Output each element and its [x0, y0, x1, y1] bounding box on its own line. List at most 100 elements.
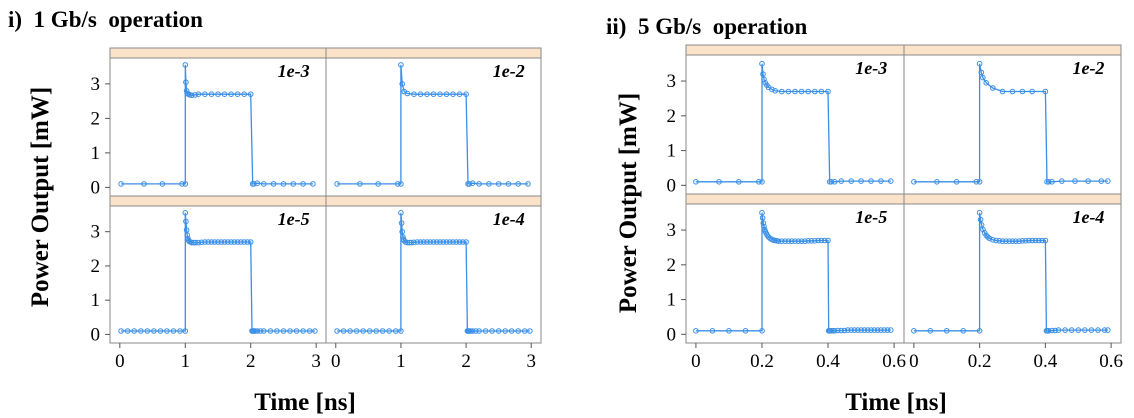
data-point — [911, 179, 917, 185]
data-point — [973, 179, 980, 185]
data-point — [408, 239, 415, 246]
x-tick-label: 1 — [396, 351, 406, 372]
x-tick-label: 0 — [115, 351, 125, 372]
data-point — [525, 181, 531, 187]
facet-label: 1e-3 — [278, 61, 310, 81]
data-point — [151, 328, 157, 334]
data-point — [1095, 327, 1101, 333]
data-point — [911, 328, 917, 334]
data-point — [177, 328, 183, 334]
data-point — [855, 327, 861, 333]
data-point — [164, 328, 170, 334]
data-point — [1062, 327, 1068, 333]
data-point — [287, 328, 293, 334]
data-point — [851, 327, 858, 333]
facet-strip — [109, 195, 327, 207]
data-point — [182, 328, 189, 334]
data-point — [1032, 237, 1039, 244]
data-point — [170, 328, 177, 334]
data-point — [1088, 327, 1095, 333]
data-point — [508, 328, 515, 334]
data-point — [414, 239, 421, 245]
data-point — [1019, 88, 1026, 95]
data-point — [1029, 88, 1035, 95]
data-point — [775, 238, 782, 244]
x-tick-label: 0.2 — [750, 351, 774, 372]
y-tick-label: 0 — [91, 324, 101, 345]
chart-1gbps: i) 1 Gb/s operation Power Output [mW] Ti… — [8, 7, 542, 416]
data-point — [466, 181, 473, 187]
data-point — [838, 178, 845, 184]
data-point — [1013, 238, 1019, 244]
data-point — [1042, 237, 1049, 244]
data-point — [340, 328, 347, 334]
data-point — [274, 328, 280, 334]
data-point — [189, 92, 195, 99]
facet-strip — [685, 44, 905, 56]
data-point — [888, 178, 894, 184]
data-point — [144, 328, 151, 334]
data-point — [360, 328, 366, 334]
data-point — [184, 232, 190, 238]
data-point — [254, 180, 261, 186]
data-point — [848, 327, 855, 333]
data-point — [211, 239, 218, 245]
data-point — [463, 91, 469, 97]
data-point — [443, 239, 450, 245]
data-point — [218, 239, 225, 245]
data-point — [999, 238, 1006, 244]
data-point — [953, 179, 960, 185]
data-point — [183, 218, 189, 225]
data-point — [404, 90, 411, 97]
data-point — [270, 181, 277, 187]
data-point — [828, 328, 835, 334]
data-point — [215, 239, 221, 245]
data-point — [976, 209, 983, 216]
facet-1e-3: 1e-3 0 1 2 3 — [91, 47, 327, 198]
data-point — [334, 181, 340, 187]
facet-1e-5: 1e-5 0 1 2 3 0 0.2 0.4 0.6 — [667, 193, 906, 372]
data-point — [861, 327, 868, 333]
data-point — [399, 81, 406, 87]
data-point — [983, 232, 990, 239]
data-point — [831, 179, 838, 185]
facet-frame — [325, 205, 542, 344]
data-point — [440, 239, 447, 245]
data-point — [527, 328, 533, 334]
data-point — [986, 235, 993, 242]
data-point — [761, 76, 767, 83]
data-point — [1039, 237, 1045, 244]
x-tick-label: 0 — [691, 351, 701, 372]
y-tick-label: 2 — [91, 256, 101, 277]
data-point — [417, 91, 424, 97]
data-point — [779, 238, 785, 244]
data-point — [293, 328, 300, 334]
y-tick-label: 3 — [667, 71, 677, 92]
data-point — [815, 237, 821, 244]
facet-label: 1e-3 — [855, 58, 887, 78]
data-point — [476, 328, 482, 334]
x-tick-label: 2 — [246, 351, 256, 372]
data-point — [195, 239, 202, 246]
facet-label: 1e-4 — [493, 209, 525, 229]
data-point — [1098, 178, 1105, 184]
data-point — [848, 178, 855, 184]
data-point — [398, 328, 404, 334]
data-point — [386, 328, 393, 334]
series-line — [913, 212, 1108, 332]
facet-strip — [903, 193, 1122, 205]
data-point — [215, 91, 221, 97]
facet-label: 1e-2 — [493, 61, 525, 81]
data-point — [398, 181, 404, 187]
data-point — [460, 239, 466, 245]
data-point — [486, 181, 492, 187]
data-point — [838, 327, 845, 334]
data-point — [709, 328, 716, 334]
data-point — [434, 239, 440, 245]
y-tick-label: 3 — [91, 222, 101, 243]
data-point — [818, 88, 825, 95]
x-tick-label: 0.2 — [968, 351, 992, 372]
data-point — [473, 328, 479, 334]
data-point — [980, 74, 986, 81]
data-point — [450, 239, 456, 245]
